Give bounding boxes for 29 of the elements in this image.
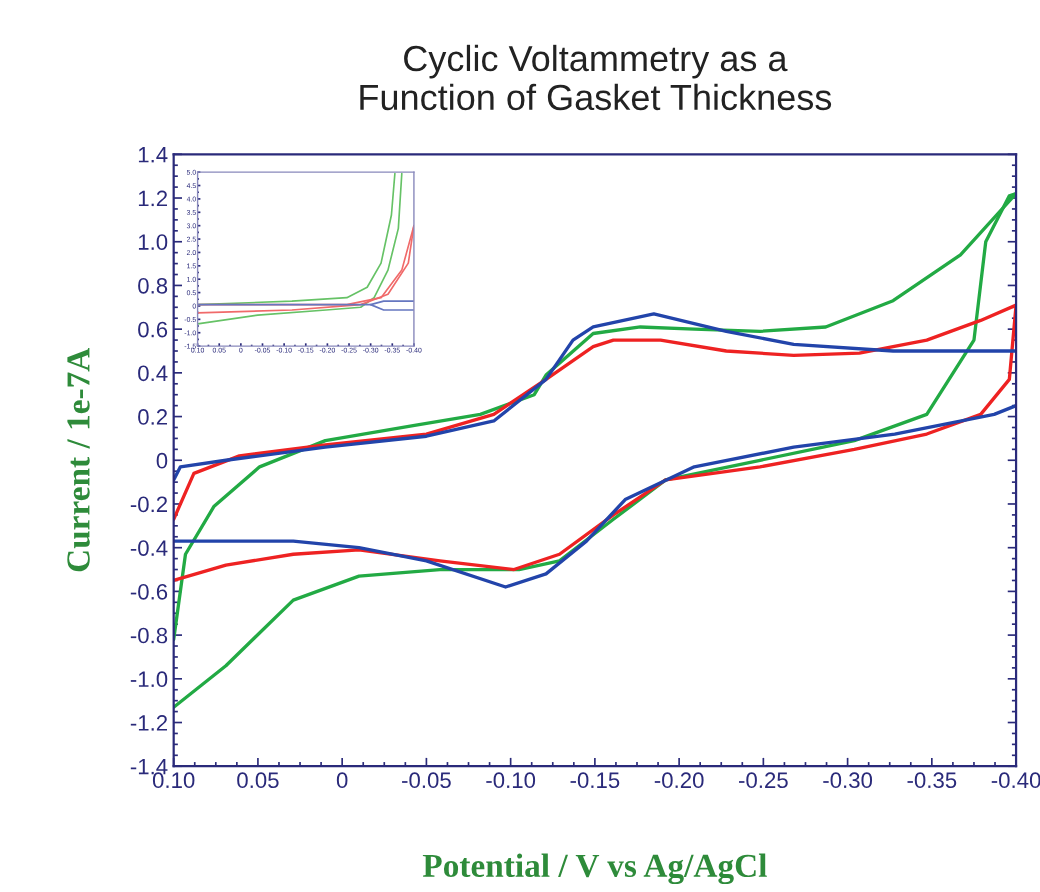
y-tick-label: -0.4 [130,540,168,556]
y-tick-label: 0.6 [138,321,168,338]
y-tick-label: -0.8 [130,627,168,644]
y-axis-title: Current / 1e-7A [67,347,90,572]
x-tick-label: 0 [336,772,348,789]
chart-title: Cyclic Voltammetry as a Function of Gasket Thickness [360,44,832,111]
y-tick-label: 1.2 [138,190,168,207]
y-tick-label: -1.2 [130,715,168,731]
x-tick-label: -0.25 [739,772,788,789]
x-tick-label: -0.05 [402,772,451,789]
y-tick-label: -1.0 [130,671,168,688]
y-tick-label: -0.2 [130,496,168,513]
y-tick-label: 1.4 [138,147,168,163]
y-tick-label: -0.6 [130,583,168,600]
x-axis-title: Potential / V vs Ag/AgCl [422,853,767,885]
x-tick-label: -0.35 [907,772,957,789]
x-tick-label: -0.20 [654,772,704,789]
x-tick-label: -0.15 [570,772,620,789]
y-tick-label: 0.4 [138,365,168,382]
y-tick-label: 0.8 [138,277,168,294]
x-tick-label: -0.30 [823,772,873,789]
x-tick-label: -0.40 [991,772,1040,789]
y-tick-label: -1.4 [130,758,168,775]
x-tick-label: -0.10 [486,772,536,789]
x-tick-label: 0.10 [152,772,195,789]
y-tick-label: 0.2 [138,409,168,425]
y-tick-label: 1.0 [138,234,168,250]
y-tick-label: 0 [156,452,168,469]
x-tick-label: 0.05 [237,772,279,789]
